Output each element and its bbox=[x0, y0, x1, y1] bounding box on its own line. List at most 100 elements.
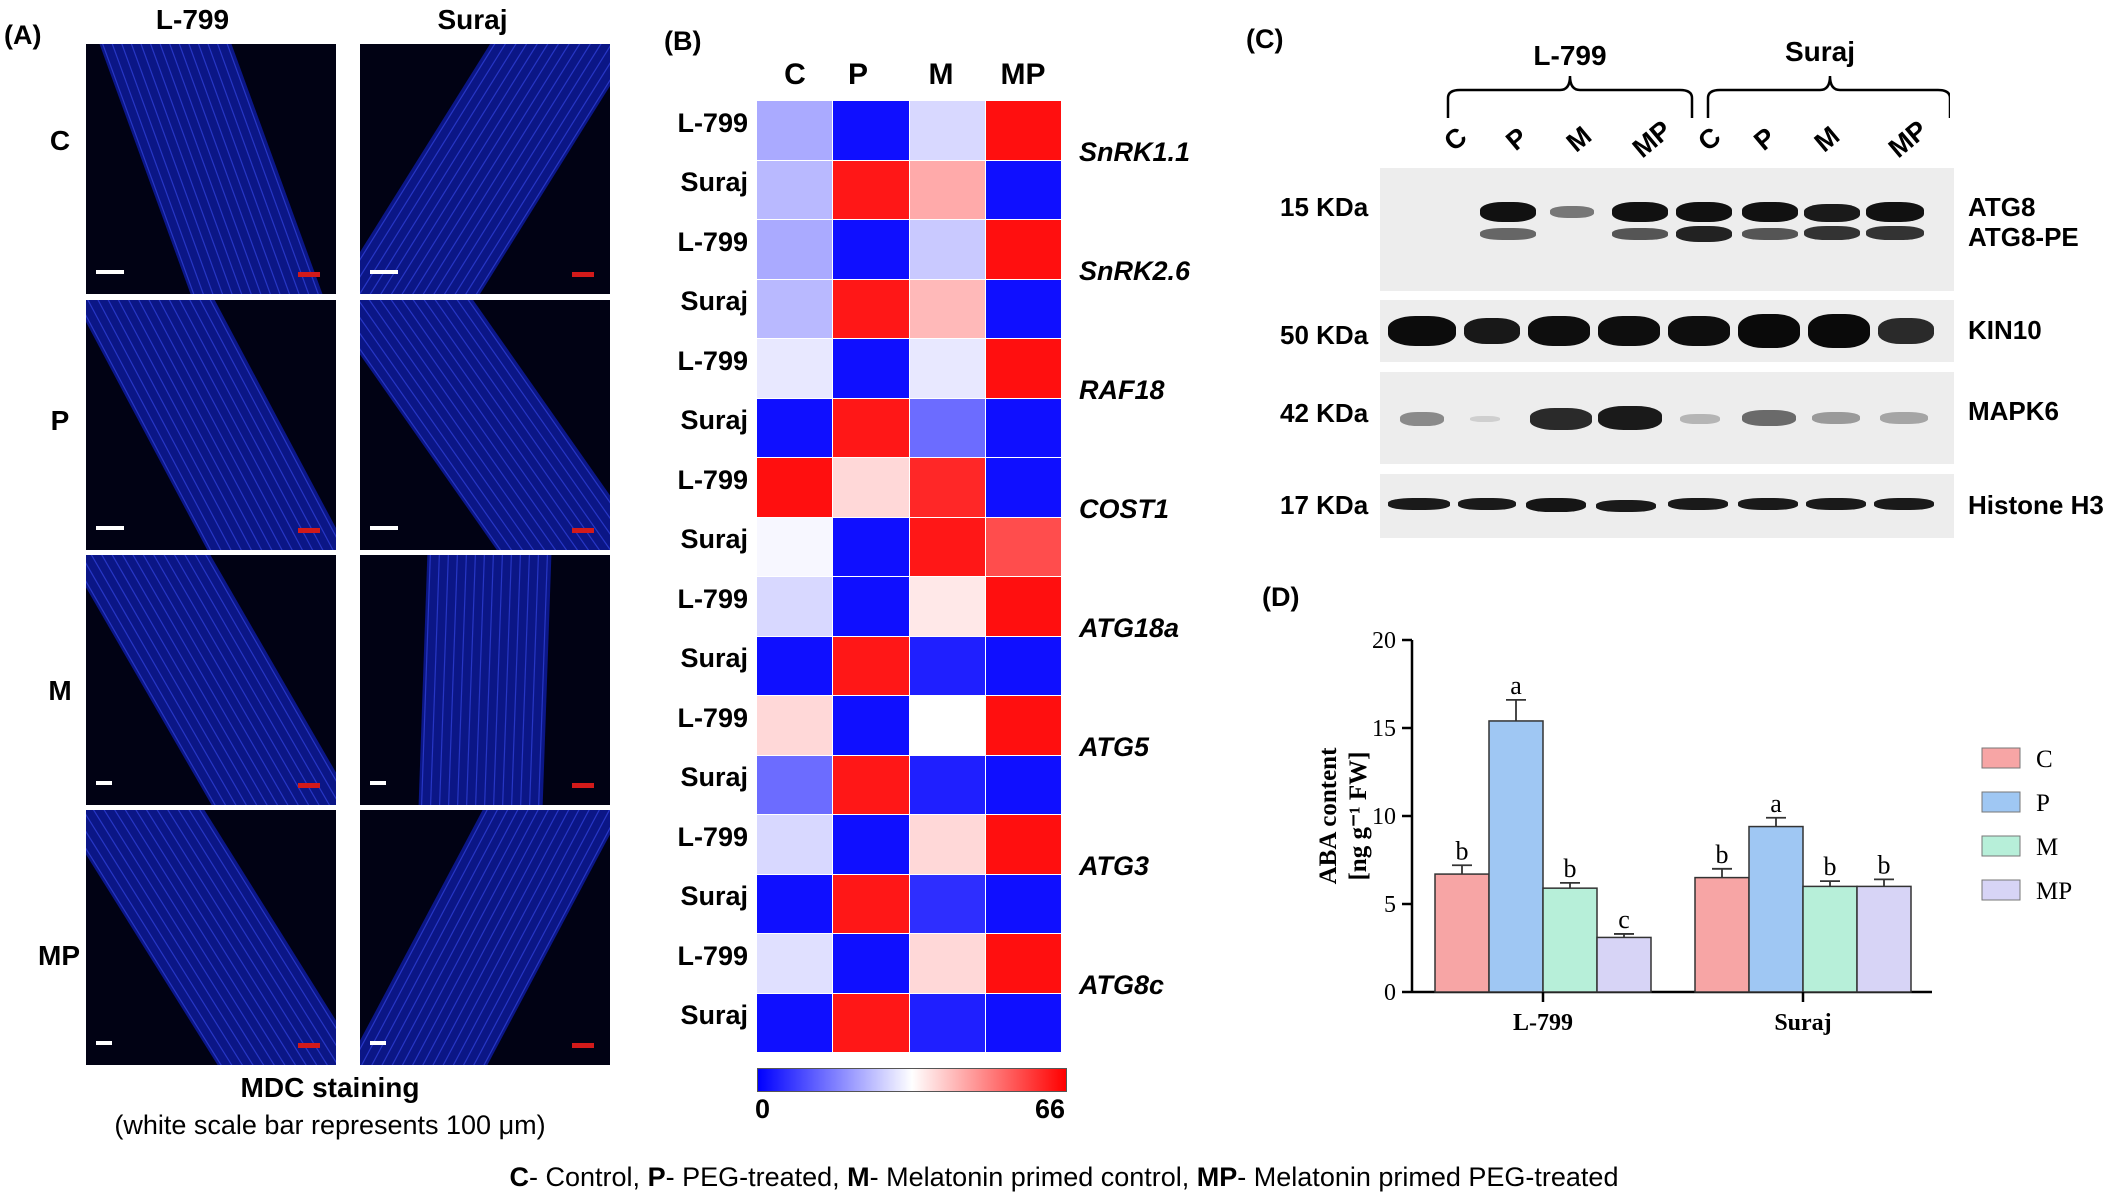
heatmap-cell bbox=[985, 874, 1061, 933]
band bbox=[1528, 316, 1590, 346]
band bbox=[1874, 498, 1934, 510]
band bbox=[1598, 406, 1662, 430]
lane-label: C bbox=[1692, 121, 1727, 157]
blot-histone-h3 bbox=[1380, 474, 1954, 538]
heatmap-cell bbox=[909, 458, 985, 517]
band bbox=[1458, 498, 1516, 510]
gene-label-snrk2-6: SnRK2.6 bbox=[1079, 256, 1191, 286]
heatmap-cell bbox=[757, 636, 833, 695]
bar-c-suraj bbox=[1694, 876, 1750, 993]
mdc-micrograph bbox=[86, 810, 336, 1065]
heatmap-row-label: L-799 bbox=[677, 584, 748, 614]
panel-c-label: (C) bbox=[1246, 24, 1284, 54]
panel-a-col-header-1: L-799 bbox=[155, 4, 230, 35]
blot-size-label: 17 KDa bbox=[1280, 490, 1369, 520]
mdc-micrograph bbox=[360, 44, 610, 294]
mdc-caption-note: (white scale bar represents 100 μm) bbox=[114, 1110, 546, 1140]
legend-label-c: C bbox=[2036, 746, 2053, 773]
blot-group-brackets bbox=[1446, 75, 1950, 118]
panel-a-row-label-3: M bbox=[48, 675, 72, 706]
blot-name-atg8-pe: ATG8-PE bbox=[1968, 222, 2079, 252]
heatmap-cell bbox=[909, 398, 985, 457]
legend-swatch-mp bbox=[1981, 879, 2021, 901]
panel-a-row-label-2: P bbox=[50, 405, 70, 436]
aba-bar-chart: 0 5 10 15 20 ABA content [ng g⁻¹ FW] b a b c L-799 b… bbox=[1315, 628, 2072, 1036]
heatmap-cell bbox=[985, 636, 1061, 695]
figure-legend-footer: C- Control, P- PEG-treated, M- Melatonin… bbox=[0, 1162, 2128, 1193]
gene-label-cost1: COST1 bbox=[1079, 494, 1170, 524]
heatmap-cell bbox=[909, 101, 985, 160]
heatmap-cell bbox=[833, 755, 909, 814]
blot-group-label-2: Suraj bbox=[1784, 36, 1856, 67]
heatmap-row-label: Suraj bbox=[680, 524, 748, 554]
band bbox=[1388, 498, 1450, 510]
heatmap-cell bbox=[833, 696, 909, 755]
band bbox=[1598, 316, 1660, 346]
panel-a-row-label-4: MP bbox=[38, 940, 80, 971]
heatmap-cell bbox=[833, 934, 909, 993]
heatmap-cell bbox=[985, 160, 1061, 219]
heatmap-cell bbox=[757, 339, 833, 398]
heatmap-cell bbox=[909, 279, 985, 338]
gene-label-atg3: ATG3 bbox=[1079, 851, 1150, 881]
heatmap-cell bbox=[757, 577, 833, 636]
heatmap-col-header-1: C bbox=[784, 58, 806, 91]
heatmap-cell bbox=[909, 696, 985, 755]
heatmap-cell bbox=[757, 458, 833, 517]
band bbox=[1388, 316, 1456, 346]
band bbox=[1680, 414, 1720, 424]
bar-m-l-799 bbox=[1542, 887, 1598, 993]
gene-label-raf18: RAF18 bbox=[1079, 375, 1165, 405]
heatmap-cell bbox=[833, 815, 909, 874]
y-tick-label: 5 bbox=[1384, 892, 1396, 918]
gene-label-atg8c: ATG8c bbox=[1079, 970, 1165, 1000]
band bbox=[1738, 498, 1798, 510]
heatmap-cell bbox=[833, 220, 909, 279]
heatmap-cell bbox=[985, 993, 1061, 1052]
legend-label-m: M bbox=[2036, 834, 2058, 861]
mdc-micrograph bbox=[86, 300, 336, 550]
heatmap-cell bbox=[833, 636, 909, 695]
bracket-l799 bbox=[1446, 75, 1694, 118]
mdc-micrograph bbox=[360, 810, 610, 1065]
band bbox=[1612, 202, 1668, 222]
blot-name-mapk6: MAPK6 bbox=[1968, 396, 2060, 426]
heatmap-row-label: L-799 bbox=[677, 108, 748, 138]
significance-letter: b bbox=[1824, 852, 1837, 881]
heatmap-cell bbox=[757, 220, 833, 279]
heatmap-row-label: L-799 bbox=[677, 941, 748, 971]
heatmap-cell bbox=[833, 874, 909, 933]
mdc-micrograph bbox=[360, 555, 610, 805]
blot-size-label: 42 KDa bbox=[1280, 398, 1369, 428]
blot-name-histone-h3: Histone H3 bbox=[1968, 490, 2104, 520]
band bbox=[1480, 202, 1536, 222]
band bbox=[1676, 202, 1732, 222]
band bbox=[1880, 412, 1928, 424]
bar-p-l-799 bbox=[1488, 720, 1544, 993]
heatmap-cell bbox=[909, 993, 985, 1052]
mdc-micrograph bbox=[86, 44, 336, 294]
bar-mp-suraj bbox=[1856, 885, 1912, 993]
legend-label-p: P bbox=[2036, 790, 2050, 817]
lane-label: C bbox=[1438, 121, 1473, 157]
band bbox=[1676, 226, 1732, 242]
heatmap-cell bbox=[833, 993, 909, 1052]
scale-bar bbox=[96, 270, 124, 274]
band bbox=[1808, 314, 1870, 348]
band bbox=[1804, 226, 1860, 240]
heatmap-cell bbox=[833, 517, 909, 576]
band bbox=[1806, 498, 1866, 510]
lane-label: P bbox=[1500, 121, 1534, 157]
heatmap-row-label: Suraj bbox=[680, 762, 748, 792]
heatmap-cell bbox=[757, 160, 833, 219]
mdc-caption-title: MDC staining bbox=[240, 1072, 420, 1103]
significance-letter: b bbox=[1456, 836, 1469, 865]
heatmap-gene-labels: SnRK1.1 SnRK2.6 RAF18 COST1 ATG18a ATG5 … bbox=[1075, 101, 1205, 1053]
band bbox=[1866, 202, 1924, 222]
heatmap-cell bbox=[757, 755, 833, 814]
significance-letter: c bbox=[1618, 905, 1630, 934]
heatmap-cell bbox=[909, 577, 985, 636]
heatmap-cell bbox=[985, 220, 1061, 279]
significance-letter: b bbox=[1564, 854, 1577, 883]
panel-a-label: (A) bbox=[4, 20, 42, 50]
